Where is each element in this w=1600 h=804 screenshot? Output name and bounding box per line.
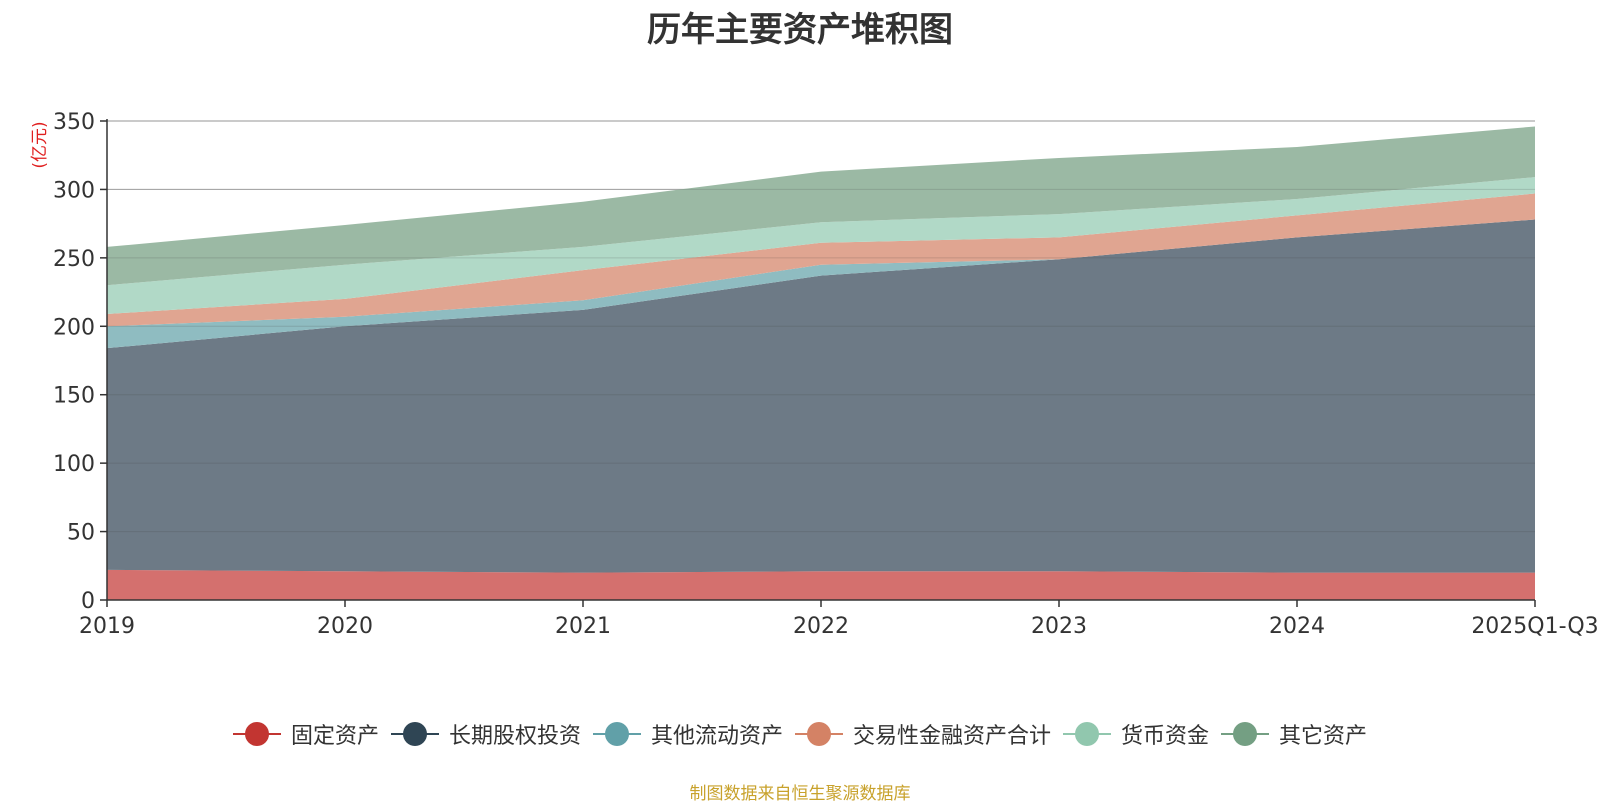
area-series-2 — [107, 219, 1535, 573]
legend-item-1[interactable]: 固定资产 — [232, 718, 379, 750]
axes: 0 50 100 150 200 250 300 350 2019 2020 2021 2022 202… — [53, 110, 1599, 639]
x-tick-label: 2024 — [1269, 614, 1325, 639]
legend-marker-icon — [795, 721, 843, 747]
legend-label: 固定资产 — [290, 724, 379, 749]
legend-marker-icon — [1221, 721, 1270, 747]
x-tick-label: 2019 — [79, 614, 135, 639]
legend-label: 交易性金融资产合计 — [853, 724, 1052, 749]
area-series-5 — [107, 177, 1535, 314]
y-tick-label: 0 — [81, 589, 95, 614]
y-tick-label: 250 — [53, 247, 95, 272]
legend-label: 其他流动资产 — [650, 724, 783, 749]
source-note: 制图数据来自恒生聚源数据库 — [689, 784, 911, 804]
legend-marker-icon — [232, 721, 281, 747]
y-tick-label: 200 — [53, 315, 95, 340]
legend-marker-icon — [1063, 721, 1112, 747]
legend-item-4[interactable]: 交易性金融资产合计 — [795, 718, 1051, 750]
legend: 固定资产 长期股权投资 其他流动资产 交易性金融资产合计 货币资金 其它资产 — [0, 718, 1600, 750]
x-tick-label: 2023 — [1031, 614, 1087, 639]
x-tick-label: 2021 — [555, 614, 611, 639]
legend-marker-icon — [390, 721, 439, 747]
y-tick-label: 300 — [53, 178, 95, 203]
area-series — [107, 120, 1535, 600]
area-series-1 — [107, 569, 1535, 600]
y-axis-unit-label: (亿元) — [30, 121, 50, 168]
area-series-6 — [107, 126, 1535, 286]
y-tick-label: 350 — [53, 110, 95, 135]
legend-item-6[interactable]: 其它资产 — [1221, 718, 1367, 750]
y-tick-label: 50 — [67, 521, 95, 546]
legend-item-5[interactable]: 货币资金 — [1063, 718, 1209, 750]
chart-title: 历年主要资产堆积图 — [647, 10, 953, 50]
area-series-3 — [107, 219, 1535, 349]
area-series-4 — [107, 193, 1535, 327]
x-tick-label: 2025Q1-Q3 — [1471, 614, 1598, 639]
y-tick-label: 150 — [53, 384, 95, 409]
legend-item-3[interactable]: 其他流动资产 — [592, 718, 783, 750]
x-tick-label: 2022 — [793, 614, 849, 639]
legend-item-2[interactable]: 长期股权投资 — [390, 718, 581, 750]
legend-label: 货币资金 — [1121, 724, 1210, 749]
legend-label: 长期股权投资 — [448, 724, 581, 749]
legend-label: 其它资产 — [1279, 724, 1368, 749]
legend-marker-icon — [592, 721, 641, 747]
x-tick-label: 2020 — [317, 614, 373, 639]
y-tick-label: 100 — [53, 452, 95, 477]
